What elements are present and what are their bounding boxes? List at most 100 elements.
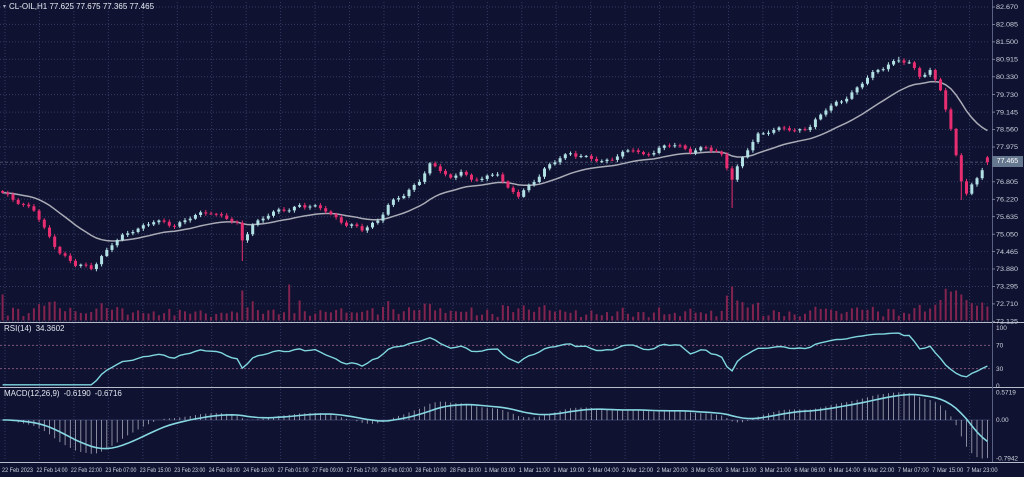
volume-bar bbox=[580, 317, 582, 321]
time-axis-label: 23 Feb 07:00 bbox=[105, 467, 136, 474]
rsi-value: 34.3602 bbox=[35, 324, 65, 333]
volume-bar bbox=[673, 312, 676, 321]
volume-bar bbox=[600, 315, 603, 321]
candle-body bbox=[298, 205, 302, 207]
volume-bar bbox=[319, 310, 322, 321]
volume-bar bbox=[923, 311, 926, 321]
rsi-axis-label: 100 bbox=[996, 325, 1007, 332]
volume-bar bbox=[689, 308, 692, 321]
candle-body bbox=[470, 174, 473, 180]
volume-bar bbox=[204, 313, 207, 321]
volume-bar bbox=[965, 300, 968, 321]
rsi-indicator-label: RSI(14) 34.3602 bbox=[4, 324, 64, 333]
volume-bar bbox=[157, 315, 160, 321]
candle-body bbox=[126, 233, 130, 235]
candle-body bbox=[402, 196, 406, 199]
candle-body bbox=[850, 92, 854, 99]
candle-body bbox=[793, 130, 797, 132]
candle-body bbox=[454, 175, 458, 178]
volume-bar bbox=[835, 310, 838, 321]
volume-bar bbox=[272, 309, 275, 321]
volume-bar bbox=[944, 288, 947, 321]
volume-bar bbox=[585, 314, 588, 321]
volume-bar bbox=[79, 312, 82, 321]
candle-body bbox=[636, 150, 640, 152]
candle-body bbox=[324, 208, 328, 212]
candle-body bbox=[928, 70, 932, 75]
moving-average-line bbox=[2, 80, 988, 242]
volume-bar bbox=[152, 311, 155, 321]
volume-bar bbox=[210, 316, 212, 321]
volume-bar bbox=[298, 300, 301, 321]
candle-body bbox=[954, 128, 958, 156]
candle-body bbox=[58, 246, 62, 254]
volume-bar bbox=[335, 309, 338, 321]
candle-body bbox=[105, 249, 109, 257]
volume-bar bbox=[163, 313, 166, 321]
candle-body bbox=[965, 181, 968, 194]
rsi-axis-label: 70 bbox=[996, 343, 1004, 350]
macd-panel-region[interactable]: MACD(12,26,9) -0.6190 -0.6716 bbox=[0, 388, 992, 462]
volume-bar bbox=[814, 306, 817, 321]
volume-bar bbox=[90, 312, 93, 321]
candle-body bbox=[89, 265, 93, 270]
volume-bar bbox=[501, 305, 504, 321]
volume-bar bbox=[517, 308, 520, 321]
volume-bar bbox=[705, 313, 707, 321]
volume-bar bbox=[215, 314, 218, 321]
volume-bar bbox=[533, 311, 536, 321]
candle-body bbox=[761, 133, 765, 135]
volume-bar bbox=[293, 313, 296, 321]
rsi-panel-region[interactable]: RSI(14) 34.3602 bbox=[0, 323, 992, 387]
time-axis-label: 6 Mar 14:00 bbox=[829, 467, 860, 474]
price-axis-label: 76.220 bbox=[996, 197, 1018, 204]
volume-bar bbox=[340, 308, 343, 321]
volume-bar bbox=[725, 295, 728, 321]
macd-axis-label: 0.5719 bbox=[996, 390, 1016, 397]
time-axis-label: 28 Feb 02:00 bbox=[381, 467, 412, 474]
volume-bar bbox=[22, 316, 25, 321]
candle-body bbox=[662, 145, 666, 148]
candle-body bbox=[423, 173, 427, 182]
candle-body bbox=[334, 214, 338, 218]
time-axis-region[interactable] bbox=[0, 463, 1024, 477]
current-price-badge: 77.465 bbox=[992, 156, 1023, 167]
chart-title: ▾ CL-OIL,H1 77.625 77.675 77.365 77.465 bbox=[3, 2, 154, 11]
price-axis-region[interactable]: 77.465 bbox=[992, 0, 1024, 462]
volume-bar bbox=[121, 308, 124, 321]
volume-bar bbox=[574, 310, 577, 321]
candle-body bbox=[246, 234, 249, 241]
candle-body bbox=[735, 166, 739, 180]
candle-body bbox=[438, 166, 442, 171]
candle-body bbox=[532, 182, 536, 185]
volume-bar bbox=[684, 311, 687, 321]
candle-body bbox=[412, 185, 416, 190]
volume-bar bbox=[804, 313, 806, 321]
price-axis-label: 74.465 bbox=[996, 249, 1018, 256]
candle-body bbox=[918, 68, 922, 77]
main-chart-region[interactable]: ▾ CL-OIL,H1 77.625 77.675 77.365 77.465 bbox=[0, 0, 992, 322]
volume-bar bbox=[908, 313, 911, 321]
volume-bar bbox=[913, 308, 916, 321]
price-axis-label: 80.330 bbox=[996, 74, 1018, 81]
volume-bar bbox=[783, 316, 786, 321]
volume-bar bbox=[376, 314, 379, 321]
candle-body bbox=[355, 224, 359, 227]
volume-bar bbox=[475, 315, 478, 321]
candle-body bbox=[261, 218, 265, 221]
candle-body bbox=[428, 163, 432, 174]
volume-bar bbox=[69, 307, 72, 321]
candle-body bbox=[886, 64, 890, 70]
volume-bar bbox=[230, 311, 233, 321]
candle-body bbox=[37, 210, 41, 220]
volume-bar bbox=[131, 312, 134, 321]
candle-body bbox=[266, 215, 270, 219]
candle-body bbox=[892, 61, 896, 65]
volume-bar bbox=[48, 301, 51, 321]
candle-body bbox=[574, 153, 578, 157]
volume-bar bbox=[715, 316, 718, 321]
candle-body bbox=[876, 69, 880, 73]
candle-body bbox=[157, 220, 161, 223]
volume-bar bbox=[663, 314, 666, 321]
